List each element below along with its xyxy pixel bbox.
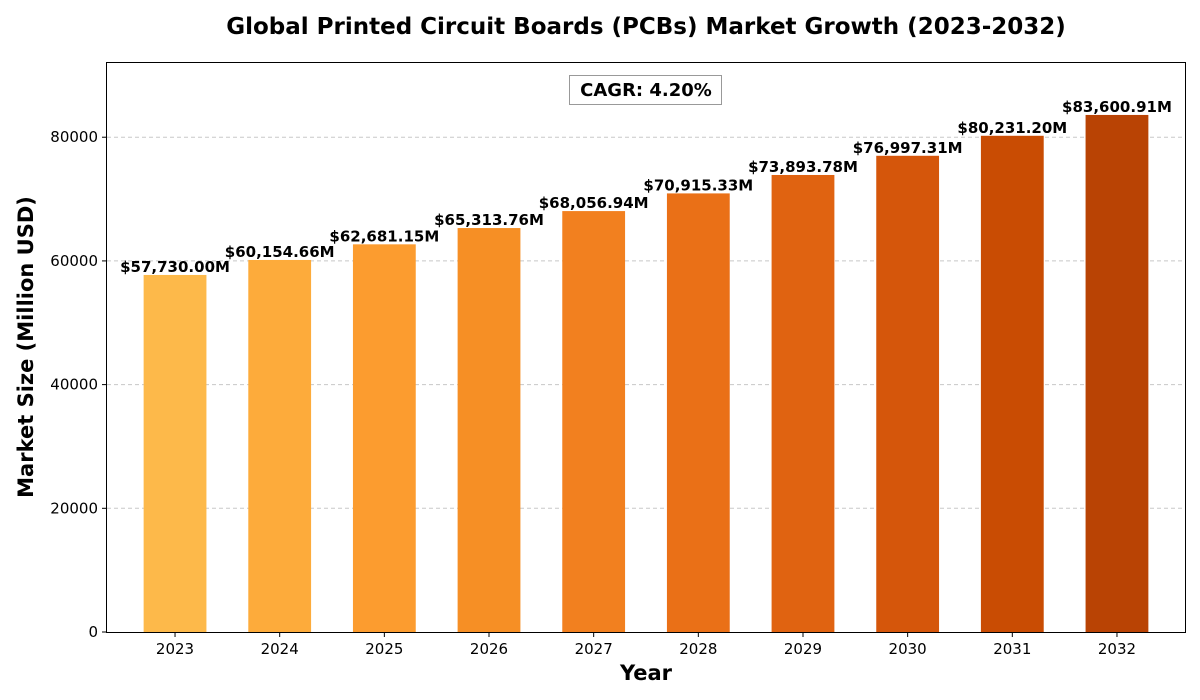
- bar-2029: [771, 174, 835, 632]
- data-label: $62,681.15M: [329, 227, 439, 245]
- x-tick-label: 2028: [679, 640, 717, 658]
- data-label: $76,997.31M: [853, 139, 963, 157]
- bar-2031: [980, 135, 1044, 632]
- x-axis-ticks: 2023 2024 2025 2026 2027 2028 2029 2030 2031 2032: [156, 632, 1136, 658]
- data-label: $70,915.33M: [643, 176, 753, 194]
- data-label: $80,231.20M: [957, 119, 1067, 137]
- data-label: $65,313.76M: [434, 211, 544, 229]
- bar-2023: [143, 274, 207, 632]
- bar-2030: [876, 155, 940, 632]
- cagr-annotation: CAGR: 4.20%: [569, 75, 722, 105]
- data-label: $60,154.66M: [225, 243, 335, 261]
- y-tick-label: 0: [88, 623, 98, 641]
- data-labels: $57,730.00M$60,154.66M$62,681.15M$65,313…: [120, 98, 1172, 276]
- data-label: $57,730.00M: [120, 258, 230, 276]
- x-tick-label: 2032: [1098, 640, 1136, 658]
- plot-area-frame: [106, 62, 1186, 633]
- x-tick-label: 2027: [575, 640, 613, 658]
- x-tick-label: 2024: [261, 640, 299, 658]
- cagr-box: [569, 75, 722, 105]
- x-tick-label: 2029: [784, 640, 822, 658]
- data-label: $73,893.78M: [748, 158, 858, 176]
- bar-2032: [1085, 114, 1149, 633]
- data-label: $83,600.91M: [1062, 98, 1172, 116]
- cagr-text: CAGR: 4.20%: [580, 80, 712, 101]
- y-axis-label: Market Size (Million USD): [14, 196, 38, 498]
- bar-2026: [457, 228, 521, 633]
- y-tick-label: 60000: [50, 252, 98, 270]
- x-tick-label: 2023: [156, 640, 194, 658]
- data-label: $68,056.94M: [539, 194, 649, 212]
- bar-2027: [562, 211, 626, 632]
- bars: [143, 114, 1149, 633]
- y-tick-label: 80000: [50, 128, 98, 146]
- y-tick-label: 40000: [50, 376, 98, 394]
- bar-2024: [248, 259, 312, 632]
- bar-2025: [352, 244, 416, 632]
- x-tick-label: 2030: [889, 640, 927, 658]
- y-tick-label: 20000: [50, 499, 98, 517]
- x-axis-label: Year: [619, 661, 673, 685]
- bar-2028: [666, 193, 730, 632]
- x-tick-label: 2026: [470, 640, 508, 658]
- y-axis-ticks: 0 20000 40000 60000 80000: [50, 128, 107, 641]
- chart-title: Global Printed Circuit Boards (PCBs) Mar…: [226, 14, 1066, 40]
- x-tick-label: 2025: [365, 640, 403, 658]
- x-tick-label: 2031: [993, 640, 1031, 658]
